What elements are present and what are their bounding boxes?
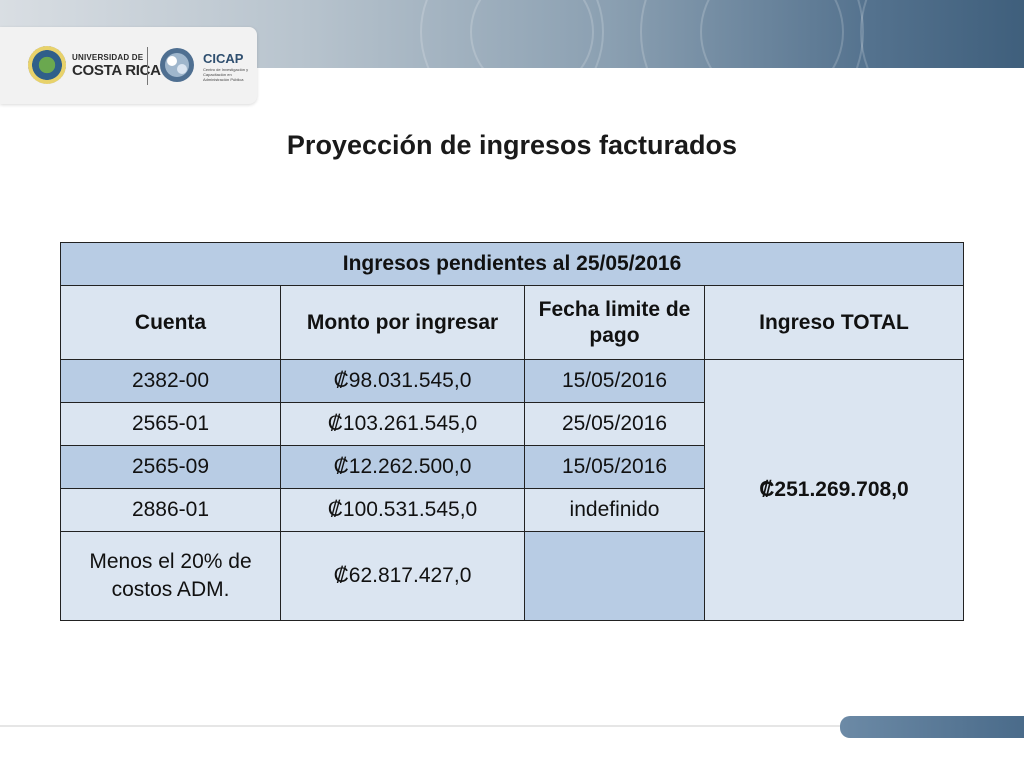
ucr-seal-logo [28, 46, 66, 84]
monto-cell: ₡62.817.427,0 [280, 531, 525, 621]
total-cell: ₡251.269.708,0 [703, 359, 965, 621]
monto-cell: ₡98.031.545,0 [280, 359, 525, 403]
footer-accent-bar [840, 716, 1024, 738]
table-row: Menos el 20% de costos ADM. ₡62.817.427,… [60, 531, 964, 621]
footer-divider [0, 725, 1024, 727]
monto-cell: ₡12.262.500,0 [280, 445, 525, 489]
logo-card: UNIVERSIDAD DE COSTA RICA CICAP Centro d… [0, 27, 257, 104]
ucr-name-line2: COSTA RICA [72, 62, 161, 79]
cicap-logo-icon [160, 48, 194, 82]
cuenta-cell: 2886-01 [60, 488, 281, 532]
column-header-cuenta: Cuenta [60, 285, 281, 360]
table-row: 2565-09 ₡12.262.500,0 15/05/2016 [60, 445, 964, 489]
cuenta-cell: 2565-01 [60, 402, 281, 446]
monto-cell: ₡103.261.545,0 [280, 402, 525, 446]
fecha-cell [524, 531, 705, 621]
ucr-name-line1: UNIVERSIDAD DE [72, 53, 144, 62]
table-row: 2382-00 ₡98.031.545,0 15/05/2016 ₡251.26… [60, 359, 965, 621]
column-header-monto: Monto por ingresar [280, 285, 525, 360]
table-caption: Ingresos pendientes al 25/05/2016 [59, 242, 965, 286]
cicap-subtitle: Centro de Investigación y Capacitación e… [203, 67, 249, 82]
income-table: Ingresos pendientes al 25/05/2016 Cuenta… [59, 242, 965, 621]
cuenta-cell: 2382-00 [60, 359, 281, 403]
cuenta-cell: Menos el 20% de costos ADM. [60, 531, 281, 621]
fecha-cell: 15/05/2016 [524, 359, 705, 403]
column-header-fecha: Fecha limite de pago [524, 285, 705, 360]
cuenta-cell: 2565-09 [60, 445, 281, 489]
table-row: 2886-01 ₡100.531.545,0 indefinido [60, 488, 964, 532]
column-header-total: Ingreso TOTAL [703, 285, 965, 360]
page-title: Proyección de ingresos facturados [286, 130, 738, 160]
monto-cell: ₡100.531.545,0 [280, 488, 525, 532]
logo-separator [147, 47, 148, 85]
table-row: 2565-01 ₡103.261.545,0 25/05/2016 [60, 402, 964, 446]
cicap-name: CICAP [203, 51, 244, 66]
fecha-cell: 15/05/2016 [524, 445, 705, 489]
fecha-cell: 25/05/2016 [524, 402, 705, 446]
fecha-cell: indefinido [524, 488, 705, 532]
